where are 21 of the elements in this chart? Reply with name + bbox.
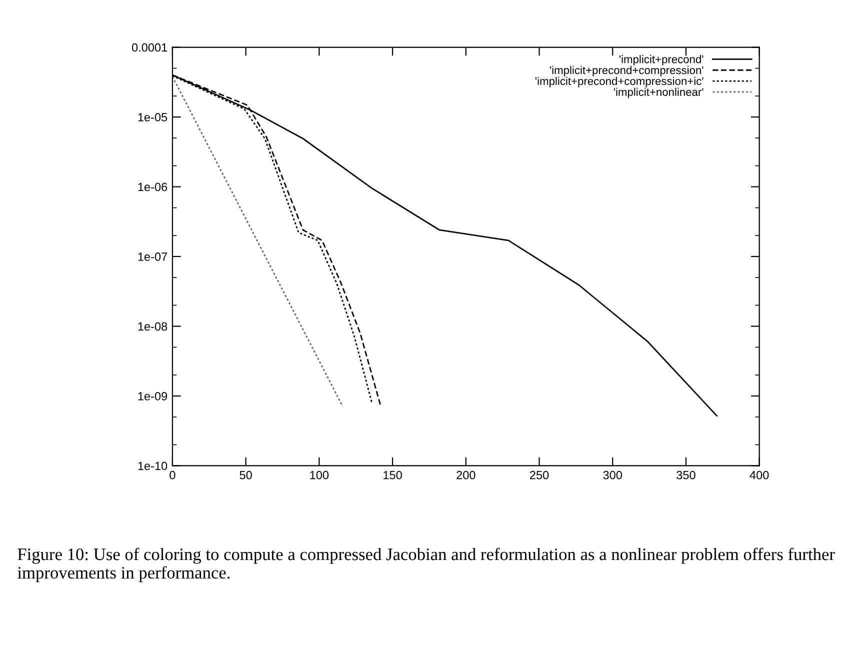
caption: Figure 10: Use of coloring to compute a compressed Jacobian and reformulation as a nonlinear problem offers further improvements in performance.: [18, 548, 835, 582]
x-tick-label: 50: [240, 470, 252, 480]
x-tick-label: 200: [456, 470, 476, 480]
legend-label: 'implicit+precond+compression+ic': [536, 76, 704, 88]
y-tick-label: 0.0001: [132, 43, 168, 52]
x-tick-label: 150: [384, 470, 402, 480]
legend-label: 'implicit+precond': [620, 55, 704, 66]
x-tick-label: 350: [676, 470, 696, 480]
legend-label: 'implicit+precond+compression': [550, 66, 704, 76]
x-tick-label: 0: [170, 470, 176, 480]
legend-label: 'implicit+nonlinear': [614, 88, 704, 98]
x-tick-label: 250: [530, 470, 549, 480]
x-tick-label: 400: [750, 470, 769, 480]
y-tick-label: 1e-07: [138, 252, 168, 261]
y-tick-label: 1e-05: [138, 113, 168, 122]
y-tick-label: 1e-08: [138, 322, 168, 331]
x-tick-label: 300: [603, 470, 622, 480]
y-tick-label: 1e-10: [138, 462, 168, 470]
x-tick-label: 100: [310, 470, 329, 480]
y-tick-label: 1e-06: [138, 182, 168, 192]
y-tick-label: 1e-09: [138, 392, 168, 400]
